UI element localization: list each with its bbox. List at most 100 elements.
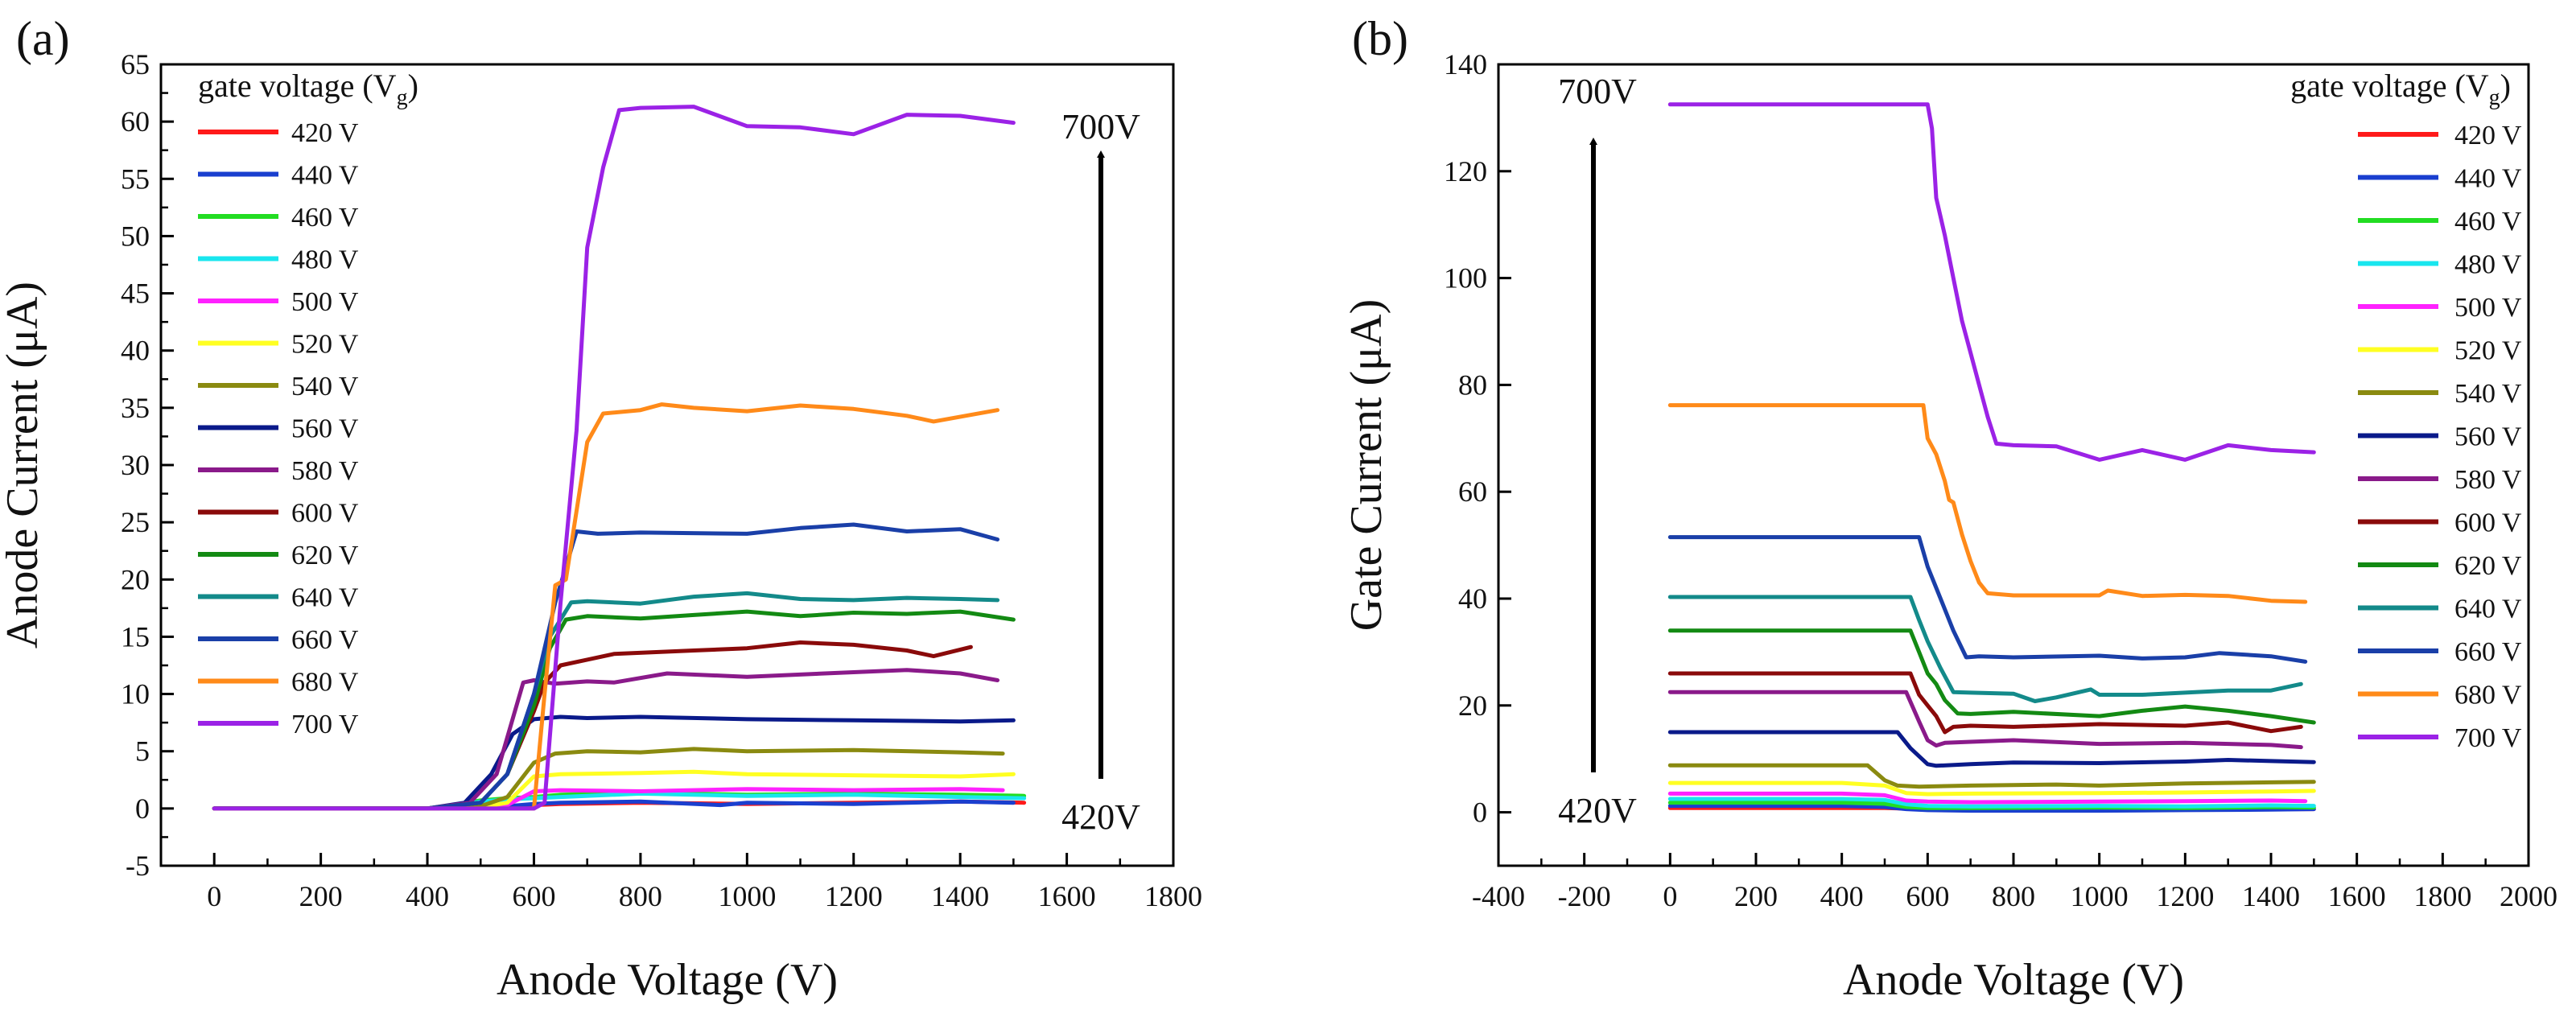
series-line-500v (1667, 791, 2308, 805)
y-tick-label: 5 (135, 735, 150, 768)
x-tick-label: 1000 (2071, 880, 2129, 912)
series-line-440v (1667, 804, 2316, 813)
x-tick-label: 1600 (1038, 880, 1096, 912)
legend-entry-label: 640 V (291, 583, 359, 613)
legend-entry-label: 680 V (291, 668, 359, 698)
legend-title: gate voltage (Vg) (2290, 68, 2511, 110)
legend-entry-label: 560 V (2454, 422, 2522, 452)
legend-title-close: ) (408, 68, 418, 104)
legend-entry-label: 680 V (2454, 681, 2522, 710)
y-tick-label: 60 (121, 105, 150, 138)
x-tick-label: 400 (1820, 880, 1864, 912)
y-tick-label: 20 (121, 563, 150, 595)
y-tick-label: 30 (121, 449, 150, 481)
series-line-540v (212, 747, 1005, 811)
legend-entry-label: 480 V (291, 245, 359, 275)
x-tick-label: -400 (1472, 880, 1525, 912)
y-tick-label: -5 (126, 850, 150, 882)
series-line-580v (212, 668, 999, 811)
legend-entry-label: 500 V (2454, 293, 2522, 323)
y-tick-label: 120 (1444, 155, 1487, 187)
legend-title-main: gate voltage (V (2290, 68, 2489, 104)
x-tick-label: 1200 (825, 880, 883, 912)
y-tick-label: 55 (121, 163, 150, 195)
legend-entry-label: 420 V (291, 118, 359, 148)
series-line-480v (1667, 797, 2316, 809)
legend-entry-label: 700 V (291, 710, 359, 739)
series-line-680v (212, 402, 999, 811)
y-tick-label: 140 (1444, 48, 1487, 80)
legend-entry-label: 460 V (2454, 207, 2522, 237)
x-tick-label: 2000 (2500, 880, 2557, 912)
series-line-600v (1667, 671, 2303, 735)
arrow-bottom-label: 420V (1558, 791, 1637, 830)
x-axis-label: Anode Voltage (V) (497, 955, 838, 1005)
y-tick-label: 45 (121, 278, 150, 310)
y-tick-label: 80 (1458, 368, 1487, 401)
x-tick-label: 1800 (2413, 880, 2471, 912)
series-line-620v (1667, 628, 2316, 725)
legend-entry-label: 440 V (2454, 164, 2522, 194)
x-tick-label: 0 (1663, 880, 1677, 912)
y-tick-label: 25 (121, 506, 150, 538)
y-tick-label: 50 (121, 220, 150, 252)
legend-title: gate voltage (Vg) (198, 68, 418, 110)
x-tick-label: 600 (512, 880, 555, 912)
series-line-520v (1667, 780, 2316, 797)
legend-entry-label: 540 V (2454, 379, 2522, 409)
plot-frame (1497, 63, 2530, 867)
x-tick-label: 800 (619, 880, 662, 912)
x-tick-label: -200 (1558, 880, 1611, 912)
legend-entry-label: 660 V (291, 625, 359, 655)
x-tick-label: 200 (299, 880, 343, 912)
legend-entry-label: 440 V (291, 161, 359, 191)
y-tick-label: 0 (1473, 797, 1487, 829)
series-line-680v (1667, 403, 2308, 604)
legend-title-close: ) (2500, 68, 2511, 104)
panel-a: 0 200 400 600 800 1000 1200 1400 1600 1800 -5 0 5 10 1… (0, 12, 1202, 1005)
legend-entry-label: 580 V (291, 456, 359, 486)
x-tick-label: 600 (1906, 880, 1949, 912)
legend-entry-label: 500 V (291, 287, 359, 317)
legend-entry-label: 580 V (2454, 465, 2522, 495)
y-tick-label: 0 (135, 793, 150, 825)
x-tick-label: 0 (207, 880, 221, 912)
series-line-640v (1667, 595, 2303, 703)
legend-entry-label: 640 V (2454, 595, 2522, 624)
arrow-top-label: 700V (1558, 72, 1637, 111)
x-axis-label: Anode Voltage (V) (1843, 955, 2184, 1005)
y-tick-label: 10 (121, 678, 150, 710)
legend-entry-label: 660 V (2454, 637, 2522, 667)
arrow-top-label: 700V (1061, 107, 1140, 146)
y-tick-label: 65 (121, 48, 150, 80)
x-tick-label: 800 (1992, 880, 2035, 912)
panel-label: (b) (1352, 12, 1408, 65)
x-tick-label: 1400 (931, 880, 989, 912)
series-line-660v (212, 522, 999, 811)
x-tick-label: 1400 (2242, 880, 2300, 912)
x-tick-label: 200 (1734, 880, 1778, 912)
y-tick-label: 35 (121, 392, 150, 424)
panel-b: -400 -200 0 200 400 600 800 1000 1200 1400 1600 180… (1342, 12, 2557, 1005)
y-tick-label: 100 (1444, 262, 1487, 294)
y-tick-label: 15 (121, 620, 150, 653)
legend-entry-label: 480 V (2454, 250, 2522, 280)
x-tick-label: 1000 (718, 880, 776, 912)
x-tick-label: 1600 (2328, 880, 2386, 912)
y-tick-label: 40 (121, 335, 150, 367)
legend-entry-label: 460 V (291, 203, 359, 233)
legend-entry-label: 700 V (2454, 723, 2522, 753)
legend-entry-label: 520 V (291, 330, 359, 360)
series-line-700v (212, 105, 1016, 811)
series-line-700v (1667, 102, 2316, 462)
legend-entry-label: 520 V (2454, 336, 2522, 366)
legend-entry-label: 560 V (291, 414, 359, 444)
series-line-540v (1667, 763, 2316, 789)
series-line-580v (1667, 690, 2303, 750)
legend-entry-label: 600 V (2454, 508, 2522, 538)
y-tick-label: 40 (1458, 583, 1487, 615)
legend-entry-label: 620 V (2454, 551, 2522, 581)
legend-entry-label: 540 V (291, 372, 359, 401)
legend-entry-label: 420 V (2454, 121, 2522, 150)
